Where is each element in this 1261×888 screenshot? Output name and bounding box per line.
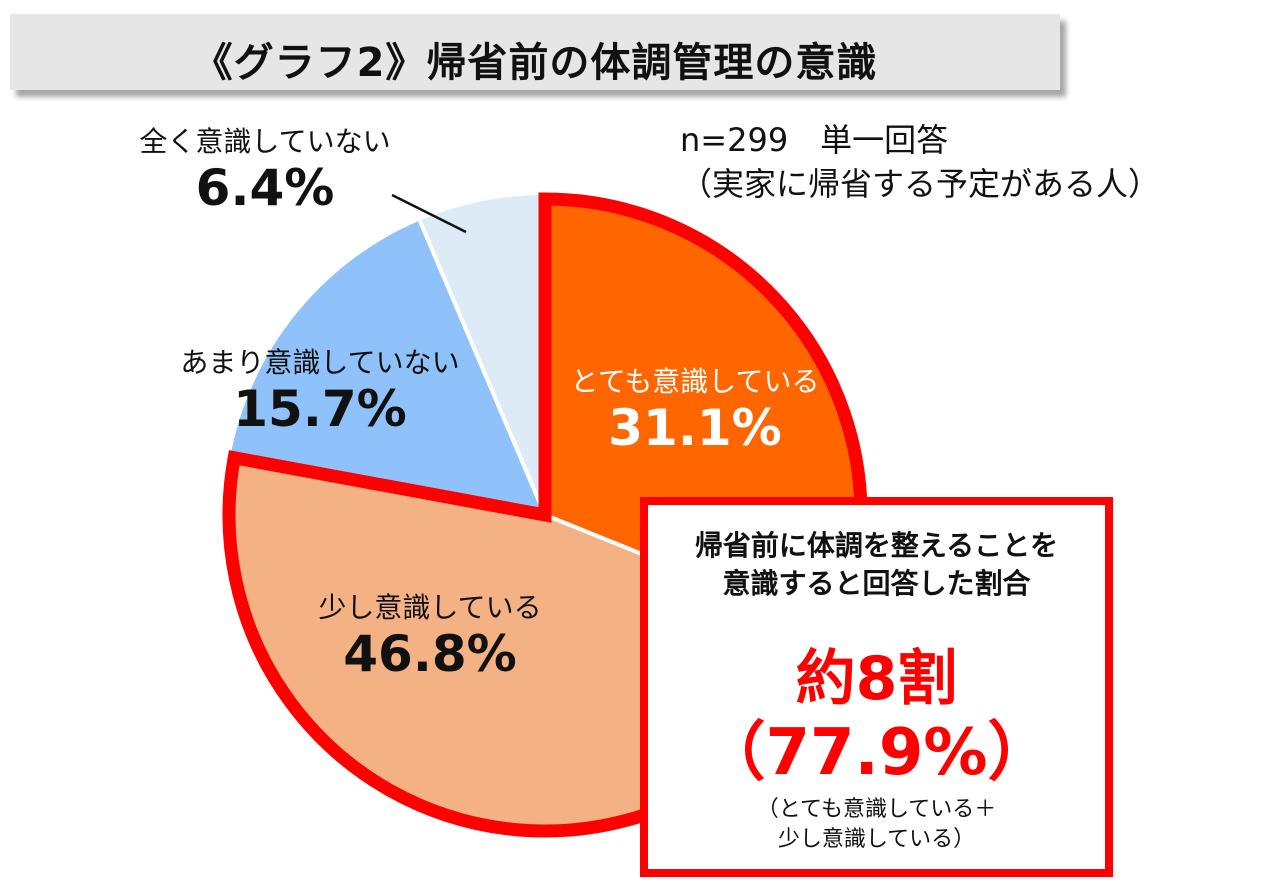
sample-condition: （実家に帰省する予定がある人）: [680, 165, 1161, 203]
callout-footnote: （とても意識している＋ 少し意識している）: [648, 795, 1105, 855]
slice-name: とても意識している: [570, 365, 820, 398]
callout-box: 帰省前に体調を整えることを 意識すると回答した割合 約8割 （77.9%） （と…: [640, 497, 1113, 877]
callout-desc-line1: 帰省前に体調を整えることを: [694, 529, 1059, 562]
slice-percent: 46.8%: [343, 625, 517, 683]
leader-line: [391, 193, 467, 234]
callout-foot-line2: 少し意識している）: [777, 827, 976, 852]
slice-percent: 31.1%: [608, 399, 782, 457]
slice-label-very-conscious: とても意識している 31.1%: [545, 364, 845, 456]
slice-label-somewhat-conscious: 少し意識している 46.8%: [270, 590, 590, 682]
slice-percent: 6.4%: [195, 159, 335, 217]
pie-slice-2: [226, 216, 549, 518]
slice-name: 全く意識していない: [139, 125, 391, 158]
sample-note: n=299 単一回答 （実家に帰省する予定がある人）: [680, 118, 1160, 206]
callout-headline: 約8割: [795, 644, 958, 714]
callout-foot-line1: （とても意識している＋: [756, 797, 997, 822]
sample-size: n=299 単一回答: [680, 121, 949, 159]
slice-name: あまり意識していない: [180, 346, 460, 379]
slice-label-not-at-all-conscious: 全く意識していない 6.4%: [100, 124, 430, 216]
callout-percent: （77.9%）: [701, 716, 1052, 790]
slice-label-not-very-conscious: あまり意識していない 15.7%: [150, 345, 490, 437]
chart-title: 《グラフ2》帰省前の体調管理の意識: [192, 40, 878, 86]
callout-description: 帰省前に体調を整えることを 意識すると回答した割合: [648, 527, 1105, 603]
slice-percent: 15.7%: [233, 380, 407, 438]
callout-desc-line2: 意識すると回答した割合: [722, 567, 1031, 600]
slice-name: 少し意識している: [318, 591, 542, 624]
title-box: 《グラフ2》帰省前の体調管理の意識: [10, 14, 1060, 90]
